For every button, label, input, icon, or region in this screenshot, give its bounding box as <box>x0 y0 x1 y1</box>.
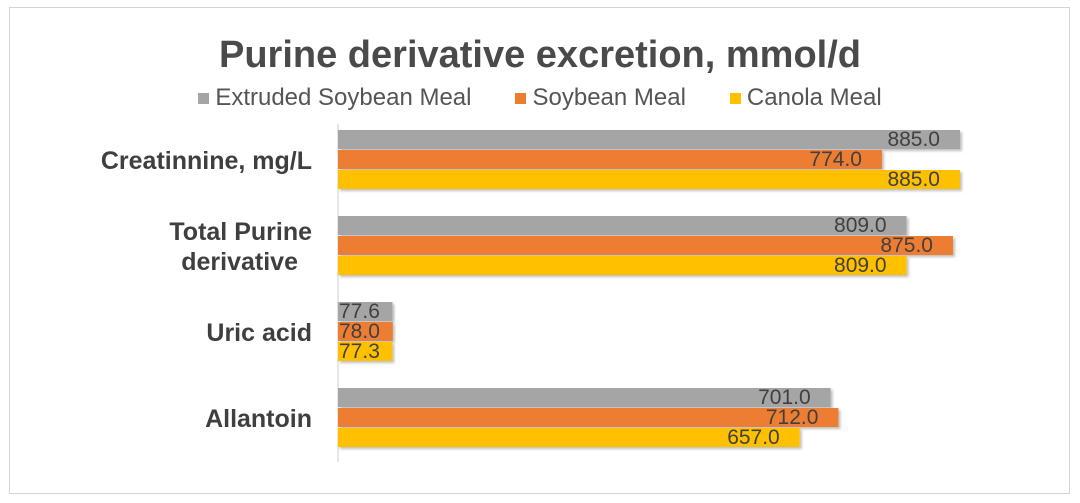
category-label: Total Purine derivative <box>169 218 312 276</box>
category-label: Allantoin <box>205 405 312 433</box>
bar <box>338 150 882 169</box>
data-label: 774.0 <box>809 148 862 171</box>
legend-item: Canola Meal <box>729 84 882 112</box>
category-label: Creatinnine, mg/L <box>101 147 312 175</box>
data-label: 885.0 <box>887 168 940 191</box>
data-label: 809.0 <box>834 214 887 237</box>
data-label: 885.0 <box>887 128 940 151</box>
bar <box>338 342 393 361</box>
legend-swatch <box>198 92 210 104</box>
bar <box>338 236 953 255</box>
bar <box>338 170 960 189</box>
bar <box>338 302 393 321</box>
bar <box>338 256 907 275</box>
data-label: 712.0 <box>766 406 819 429</box>
legend-item: Soybean Meal <box>515 84 686 112</box>
legend-item: Extruded Soybean Meal <box>198 84 471 112</box>
chart-legend: Extruded Soybean Meal Soybean Meal Canola … <box>0 84 1080 112</box>
bar <box>338 130 960 149</box>
legend-swatch <box>515 92 527 104</box>
data-label: 78.0 <box>339 320 380 343</box>
legend-label: Canola Meal <box>746 84 882 111</box>
bar <box>338 428 800 447</box>
bar <box>338 216 907 235</box>
chart-title: Purine derivative excretion, mmol/d <box>219 34 861 76</box>
bar <box>338 408 839 427</box>
data-label: 77.3 <box>339 340 380 363</box>
legend-label: Extruded Soybean Meal <box>215 84 472 111</box>
legend-swatch <box>729 92 741 104</box>
data-label: 657.0 <box>727 426 780 449</box>
bar <box>338 322 393 341</box>
bar <box>338 388 831 407</box>
data-label: 77.6 <box>339 300 380 323</box>
data-label: 875.0 <box>880 234 933 257</box>
legend-label: Soybean Meal <box>532 84 686 111</box>
data-label: 809.0 <box>834 254 887 277</box>
category-label: Uric acid <box>206 319 312 347</box>
data-label: 701.0 <box>758 386 811 409</box>
